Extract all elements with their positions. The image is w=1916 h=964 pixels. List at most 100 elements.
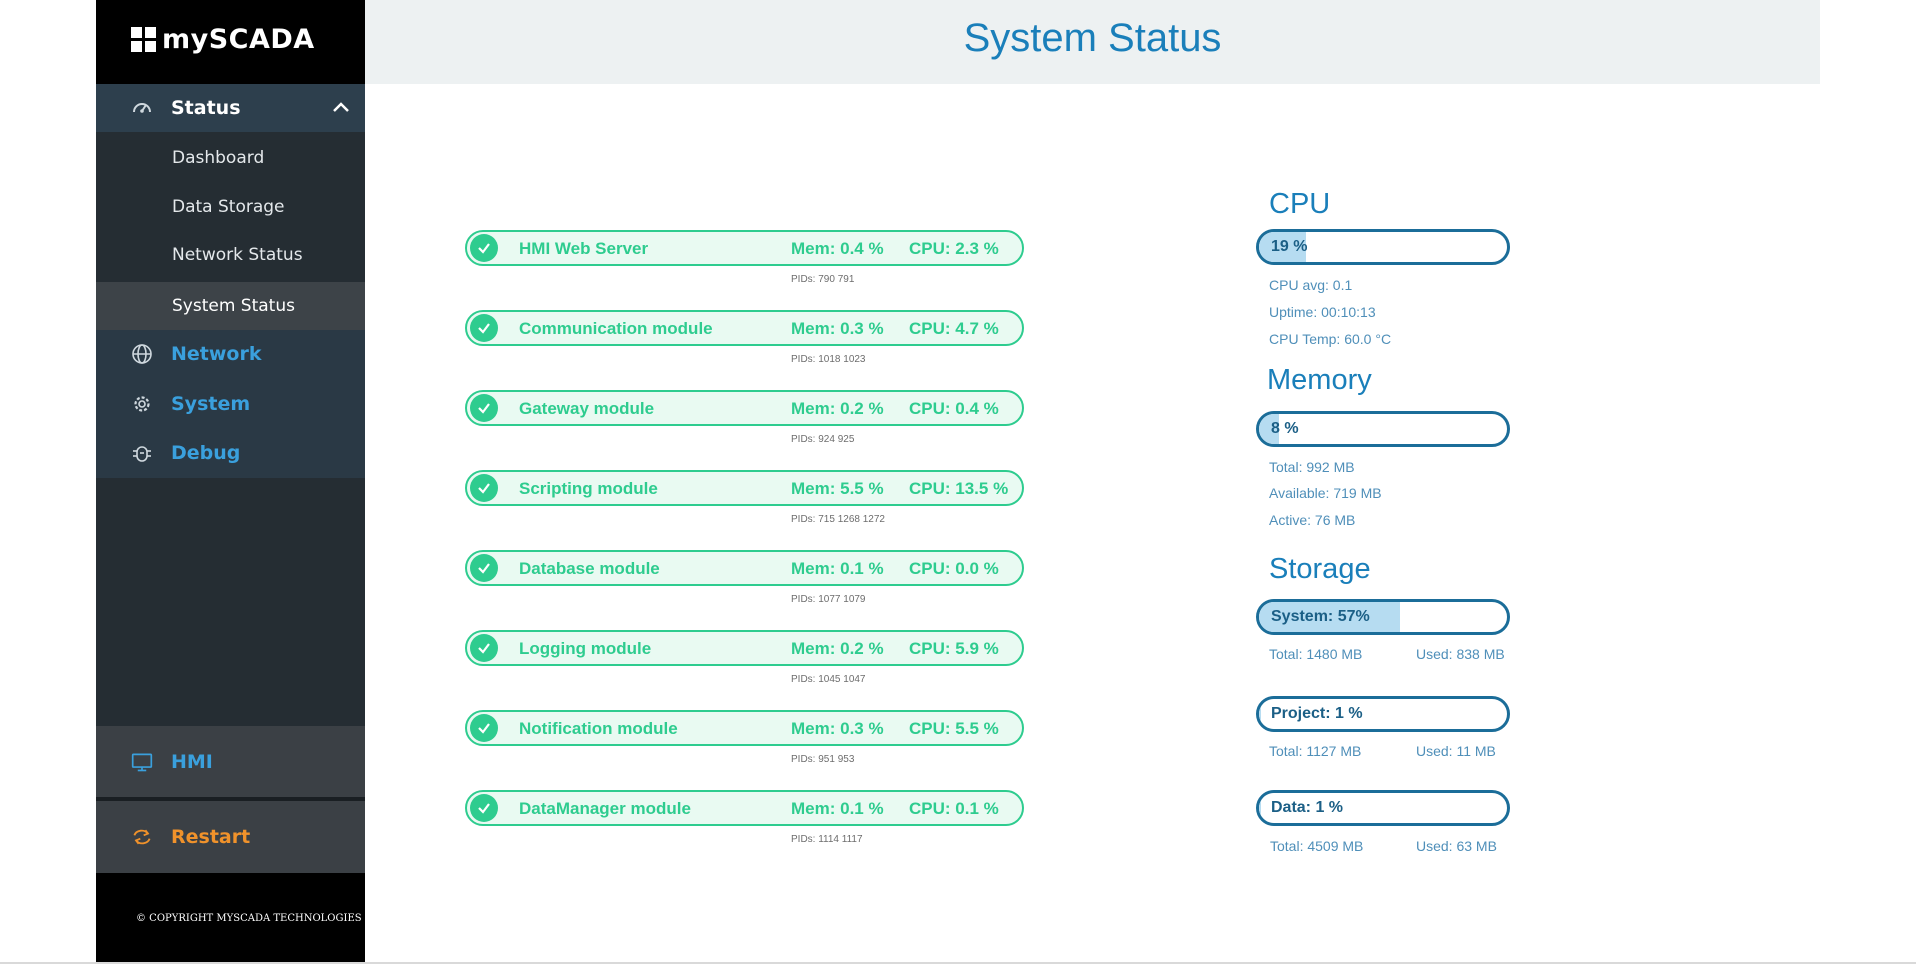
module-row: Notification module Mem: 0.3 % CPU: 5.5 …	[465, 710, 1024, 746]
sidebar-item-status[interactable]: Status	[96, 84, 365, 132]
divider	[96, 797, 365, 801]
restart-button[interactable]: Restart	[96, 801, 365, 873]
storage-project-total: Total: 1127 MB	[1269, 743, 1362, 759]
sidebar-item-system[interactable]: System	[96, 380, 365, 428]
sidebar-subitem-label: Network Status	[172, 245, 303, 265]
logo-text: mySCADA	[162, 24, 315, 55]
module-mem: Mem: 0.1 %	[791, 799, 884, 818]
storage-project-bar: Project: 1 %	[1256, 696, 1510, 732]
check-icon	[470, 394, 498, 422]
chevron-up-icon[interactable]	[331, 98, 351, 118]
memory-total: Total: 992 MB	[1269, 459, 1355, 475]
sidebar: mySCADA Status Dashboard Data Storage Ne…	[96, 0, 365, 964]
check-icon	[470, 474, 498, 502]
check-icon	[470, 314, 498, 342]
globe-icon	[131, 343, 153, 365]
module-cpu: CPU: 0.1 %	[909, 799, 999, 818]
gauge-icon	[131, 97, 153, 119]
hmi-button[interactable]: HMI	[96, 726, 365, 798]
cpu-uptime: Uptime: 00:10:13	[1269, 304, 1376, 320]
module-pids: PIDs: 1114 1117	[791, 834, 863, 845]
module-name: Logging module	[519, 639, 652, 658]
module-cpu: CPU: 4.7 %	[909, 319, 999, 338]
check-icon	[470, 234, 498, 262]
memory-available: Available: 719 MB	[1269, 485, 1382, 501]
storage-system-used: Used: 838 MB	[1416, 646, 1505, 662]
storage-project-label: Project: 1 %	[1271, 705, 1363, 722]
module-name: HMI Web Server	[519, 239, 649, 258]
module-row: HMI Web Server Mem: 0.4 % CPU: 2.3 %	[465, 230, 1024, 266]
module-mem: Mem: 0.3 %	[791, 719, 884, 738]
logo[interactable]: mySCADA	[131, 24, 315, 55]
check-icon	[470, 714, 498, 742]
module-pids: PIDs: 715 1268 1272	[791, 514, 885, 525]
check-icon	[470, 554, 498, 582]
cpu-temp: CPU Temp: 60.0 °C	[1269, 331, 1392, 347]
memory-bar: 8 %	[1256, 411, 1510, 447]
sidebar-subitem-label: System Status	[172, 296, 295, 316]
cpu-title: CPU	[1269, 188, 1331, 220]
sidebar-nav-group: Network System Debug	[96, 330, 365, 478]
storage-title: Storage	[1269, 553, 1371, 585]
module-cpu: CPU: 2.3 %	[909, 239, 999, 258]
restart-label: Restart	[171, 826, 251, 848]
module-row: Gateway module Mem: 0.2 % CPU: 0.4 %	[465, 390, 1024, 426]
storage-system-total: Total: 1480 MB	[1269, 646, 1363, 662]
module-cpu: CPU: 0.4 %	[909, 399, 999, 418]
module-pids: PIDs: 1045 1047	[791, 674, 866, 685]
module-row: Communication module Mem: 0.3 % CPU: 4.7…	[465, 310, 1024, 346]
storage-data-total: Total: 4509 MB	[1270, 838, 1364, 854]
module-mem: Mem: 5.5 %	[791, 479, 884, 498]
module-name: Communication module	[519, 319, 713, 338]
refresh-icon	[131, 826, 153, 848]
sidebar-item-label: Status	[171, 97, 241, 119]
memory-bar-fill	[1259, 414, 1279, 444]
copyright-text: © COPYRIGHT MYSCADA TECHNOLOGIES	[136, 913, 362, 924]
logo-bar: mySCADA	[96, 0, 365, 84]
logo-mark-icon	[131, 27, 156, 52]
module-mem: Mem: 0.2 %	[791, 639, 884, 658]
module-name: Notification module	[519, 719, 678, 738]
module-pids: PIDs: 1077 1079	[791, 594, 866, 605]
bug-icon	[131, 442, 153, 464]
module-mem: Mem: 0.4 %	[791, 239, 884, 258]
page-header: System Status	[365, 0, 1820, 84]
sidebar-item-network[interactable]: Network	[96, 330, 365, 378]
sidebar-item-debug[interactable]: Debug	[96, 429, 365, 477]
check-icon	[470, 634, 498, 662]
module-cpu: CPU: 0.0 %	[909, 559, 999, 578]
module-pids: PIDs: 924 925	[791, 434, 855, 445]
gear-icon	[131, 393, 153, 415]
storage-data-used: Used: 63 MB	[1416, 838, 1497, 854]
storage-data-label: Data: 1 %	[1271, 799, 1344, 816]
sidebar-subitem-system-status[interactable]: System Status	[96, 282, 365, 330]
module-pids: PIDs: 1018 1023	[791, 354, 866, 365]
storage-system-bar-fill	[1259, 602, 1401, 632]
sidebar-item-label: System	[171, 393, 251, 415]
cpu-bar: 19 %	[1256, 229, 1510, 265]
module-name: DataManager module	[519, 799, 691, 818]
module-row: Scripting module Mem: 5.5 % CPU: 13.5 %	[465, 470, 1024, 506]
sidebar-item-label: Network	[171, 343, 262, 365]
module-name: Scripting module	[519, 479, 658, 498]
cpu-avg: CPU avg: 0.1	[1269, 277, 1353, 293]
memory-active: Active: 76 MB	[1269, 512, 1356, 528]
storage-project-used: Used: 11 MB	[1416, 743, 1496, 759]
module-row: Database module Mem: 0.1 % CPU: 0.0 %	[465, 550, 1024, 586]
module-name: Database module	[519, 559, 660, 578]
memory-bar-label: 8 %	[1271, 420, 1299, 437]
module-mem: Mem: 0.2 %	[791, 399, 884, 418]
check-icon	[470, 794, 498, 822]
cpu-bar-label: 19 %	[1271, 238, 1308, 255]
hmi-label: HMI	[171, 751, 213, 773]
sidebar-subitem-network-status[interactable]: Network Status	[96, 231, 365, 279]
module-pids: PIDs: 951 953	[791, 754, 855, 765]
module-row: DataManager module Mem: 0.1 % CPU: 0.1 %	[465, 790, 1024, 826]
page-title: System Status	[963, 16, 1222, 60]
module-row: Logging module Mem: 0.2 % CPU: 5.9 %	[465, 630, 1024, 666]
module-mem: Mem: 0.1 %	[791, 559, 884, 578]
sidebar-subitem-dashboard[interactable]: Dashboard	[96, 134, 365, 182]
module-cpu: CPU: 13.5 %	[909, 479, 1009, 498]
sidebar-subitem-data-storage[interactable]: Data Storage	[96, 183, 365, 231]
divider	[0, 962, 1916, 964]
